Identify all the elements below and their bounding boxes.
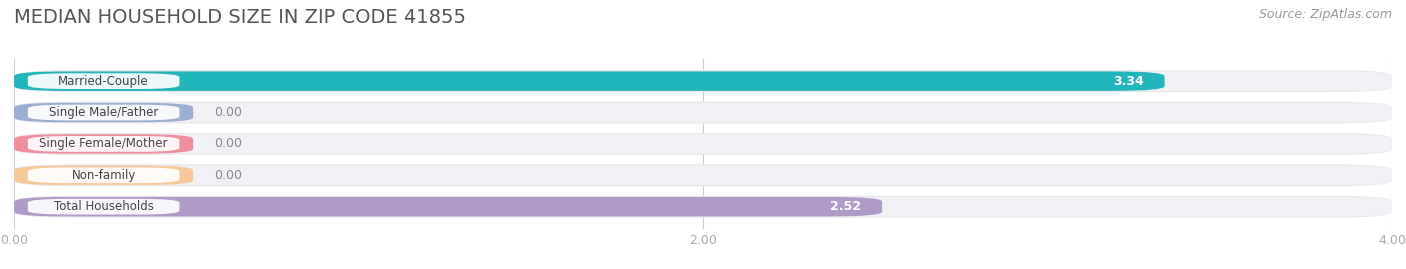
FancyBboxPatch shape bbox=[28, 199, 180, 215]
Text: 0.00: 0.00 bbox=[214, 106, 242, 119]
Text: 0.00: 0.00 bbox=[214, 137, 242, 150]
Text: 3.34: 3.34 bbox=[1114, 75, 1144, 88]
FancyBboxPatch shape bbox=[14, 72, 1392, 91]
FancyBboxPatch shape bbox=[14, 134, 1392, 154]
FancyBboxPatch shape bbox=[14, 102, 1392, 123]
FancyBboxPatch shape bbox=[28, 167, 180, 183]
FancyBboxPatch shape bbox=[28, 105, 180, 121]
FancyBboxPatch shape bbox=[14, 72, 1164, 91]
Text: Single Male/Father: Single Male/Father bbox=[49, 106, 159, 119]
FancyBboxPatch shape bbox=[14, 164, 1392, 186]
FancyBboxPatch shape bbox=[14, 70, 1392, 92]
FancyBboxPatch shape bbox=[14, 103, 193, 122]
FancyBboxPatch shape bbox=[28, 136, 180, 152]
FancyBboxPatch shape bbox=[28, 73, 180, 89]
FancyBboxPatch shape bbox=[14, 197, 1392, 216]
FancyBboxPatch shape bbox=[14, 197, 882, 216]
Text: Non-family: Non-family bbox=[72, 169, 136, 182]
Text: 2.52: 2.52 bbox=[831, 200, 862, 213]
FancyBboxPatch shape bbox=[14, 103, 1392, 122]
FancyBboxPatch shape bbox=[14, 133, 1392, 155]
Text: Total Households: Total Households bbox=[53, 200, 153, 213]
FancyBboxPatch shape bbox=[14, 196, 1392, 218]
FancyBboxPatch shape bbox=[14, 134, 193, 154]
FancyBboxPatch shape bbox=[14, 166, 1392, 185]
Text: Married-Couple: Married-Couple bbox=[58, 75, 149, 88]
Text: Source: ZipAtlas.com: Source: ZipAtlas.com bbox=[1258, 8, 1392, 21]
Text: Single Female/Mother: Single Female/Mother bbox=[39, 137, 167, 150]
FancyBboxPatch shape bbox=[14, 166, 193, 185]
Text: MEDIAN HOUSEHOLD SIZE IN ZIP CODE 41855: MEDIAN HOUSEHOLD SIZE IN ZIP CODE 41855 bbox=[14, 8, 465, 27]
Text: 0.00: 0.00 bbox=[214, 169, 242, 182]
